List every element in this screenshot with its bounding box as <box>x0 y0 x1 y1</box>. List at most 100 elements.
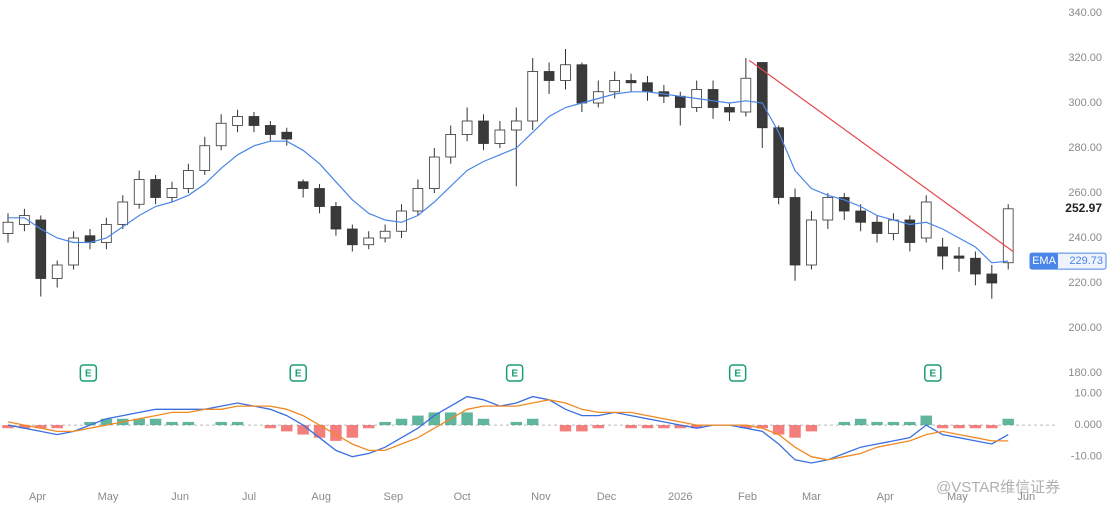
candle-body <box>215 122 227 147</box>
histogram-bar <box>2 425 14 429</box>
candle-body <box>101 224 112 243</box>
candle-body <box>248 116 260 126</box>
candle-body <box>510 120 522 131</box>
histogram-bar <box>953 425 965 429</box>
histogram-bar <box>920 415 932 426</box>
histogram-bar <box>231 421 244 426</box>
candle-body <box>297 181 309 189</box>
histogram-bar <box>149 418 162 426</box>
candle-body <box>347 228 358 246</box>
candle-body <box>904 219 916 243</box>
x-tick-label: Feb <box>738 491 757 503</box>
x-tick-label: Sep <box>384 491 404 503</box>
histogram-bar <box>182 421 195 426</box>
x-tick-label: Jun <box>171 491 189 503</box>
histogram-bar <box>969 425 982 429</box>
histogram-bar <box>1002 418 1014 426</box>
candle-body <box>871 221 883 234</box>
histogram-bar <box>854 418 867 426</box>
histogram-bar <box>871 421 883 426</box>
histogram-bar <box>838 421 850 426</box>
candle-body <box>133 179 145 205</box>
candle-body <box>543 71 555 81</box>
x-tick-label: Apr <box>29 491 46 503</box>
histogram-bar <box>772 425 785 435</box>
candle-body <box>314 188 325 207</box>
candle-body <box>642 82 653 93</box>
candle-body <box>789 197 801 266</box>
histogram-bar <box>641 425 654 429</box>
candle-body <box>740 77 752 113</box>
y-tick-label: 220.00 <box>1068 277 1102 289</box>
x-tick-label: Oct <box>454 491 471 503</box>
ema-value-label: 229.73 <box>1069 255 1103 267</box>
candle-body <box>150 179 161 198</box>
candle-body <box>970 257 981 275</box>
candle-body <box>199 145 211 171</box>
candle-body <box>183 170 194 189</box>
candle-body <box>265 125 276 135</box>
candle-body <box>412 188 424 212</box>
histogram-bar <box>35 425 47 429</box>
histogram-bar <box>526 418 539 426</box>
x-tick-label: May <box>98 491 119 503</box>
trend-line <box>748 59 1014 252</box>
earnings-marker <box>505 364 524 382</box>
watermark: @VSTAR维信证券 <box>936 479 1060 496</box>
candle-body <box>51 264 63 279</box>
histogram-bar <box>18 425 31 429</box>
histogram-bar <box>379 421 391 426</box>
candle-body <box>232 116 243 126</box>
candle-body <box>428 156 440 189</box>
histogram-bar <box>264 425 277 429</box>
candle-body <box>478 120 489 144</box>
candle-body <box>576 64 588 104</box>
histogram-bar <box>133 418 145 426</box>
x-tick-label: 2026 <box>668 491 692 503</box>
earnings-label: E <box>734 369 741 380</box>
y-tick-label: 0.000 <box>1074 419 1102 431</box>
histogram-bar <box>576 425 588 432</box>
candle-body <box>986 273 998 284</box>
candle-body <box>494 129 506 144</box>
candle-body <box>527 71 539 122</box>
candle-body <box>806 219 817 266</box>
histogram-bar <box>740 425 752 429</box>
earnings-label: E <box>85 369 92 380</box>
earnings-marker <box>79 364 98 382</box>
x-tick-label: Dec <box>597 491 617 503</box>
histogram-bar <box>986 425 998 429</box>
histogram-bar <box>395 418 408 426</box>
candle-body <box>625 80 637 84</box>
candle-body <box>560 64 571 81</box>
histogram-bar <box>215 421 227 426</box>
last-price-label: 252.97 <box>1065 201 1102 215</box>
macd-line <box>7 395 1009 464</box>
x-tick-label: Apr <box>877 491 894 503</box>
candle-body <box>363 237 375 246</box>
histogram-bar <box>100 418 113 426</box>
candle-body <box>822 197 834 221</box>
histogram-bar <box>674 425 687 429</box>
histogram-bar <box>412 415 424 426</box>
x-tick-label: Jul <box>242 491 256 503</box>
y-tick-label: 180.00 <box>1068 367 1102 379</box>
candle-body <box>756 62 768 129</box>
histogram-bar <box>936 425 949 429</box>
candle-body <box>855 210 866 223</box>
candle-body <box>68 237 79 266</box>
ema-line <box>8 91 1009 264</box>
candle-body <box>117 201 129 225</box>
candle-body <box>920 201 932 239</box>
x-tick-label: Aug <box>311 491 331 503</box>
y-tick-label: 10.00 <box>1074 387 1102 399</box>
histogram-bar <box>756 425 768 429</box>
candle-body <box>281 131 293 140</box>
y-tick-label: 320.00 <box>1068 52 1102 64</box>
histogram-bar <box>428 412 441 426</box>
histogram-bar <box>84 421 96 426</box>
earnings-marker <box>728 364 747 382</box>
histogram-bar <box>477 418 490 426</box>
histogram-bar <box>346 425 359 438</box>
